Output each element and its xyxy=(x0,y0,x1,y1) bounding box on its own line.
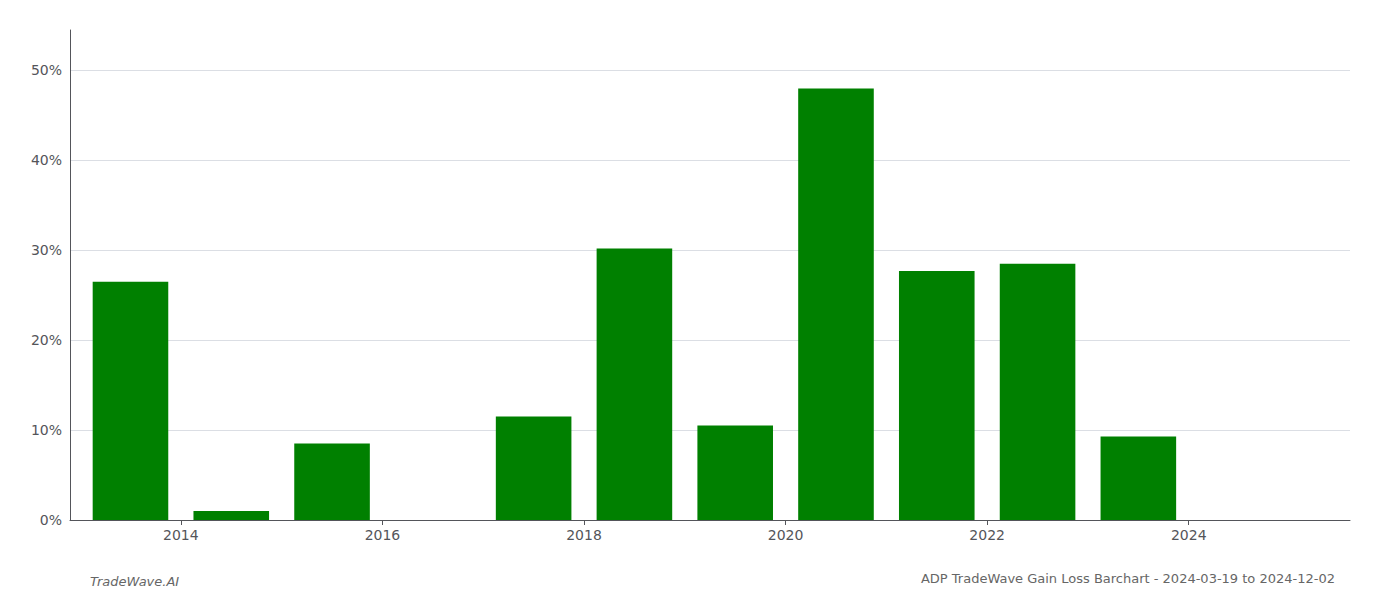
svg-text:ADP TradeWave Gain Loss Barcha: ADP TradeWave Gain Loss Barchart - 2024-… xyxy=(921,571,1335,586)
svg-text:2016: 2016 xyxy=(365,527,401,543)
svg-text:2020: 2020 xyxy=(768,527,804,543)
svg-text:40%: 40% xyxy=(31,152,62,168)
svg-text:2024: 2024 xyxy=(1171,527,1207,543)
svg-text:10%: 10% xyxy=(31,422,62,438)
svg-text:2018: 2018 xyxy=(566,527,602,543)
svg-text:30%: 30% xyxy=(31,242,62,258)
svg-text:50%: 50% xyxy=(31,62,62,78)
svg-text:0%: 0% xyxy=(40,512,62,528)
svg-text:20%: 20% xyxy=(31,332,62,348)
svg-text:2014: 2014 xyxy=(163,527,199,543)
svg-text:2022: 2022 xyxy=(969,527,1005,543)
svg-text:TradeWave.AI: TradeWave.AI xyxy=(90,574,179,589)
